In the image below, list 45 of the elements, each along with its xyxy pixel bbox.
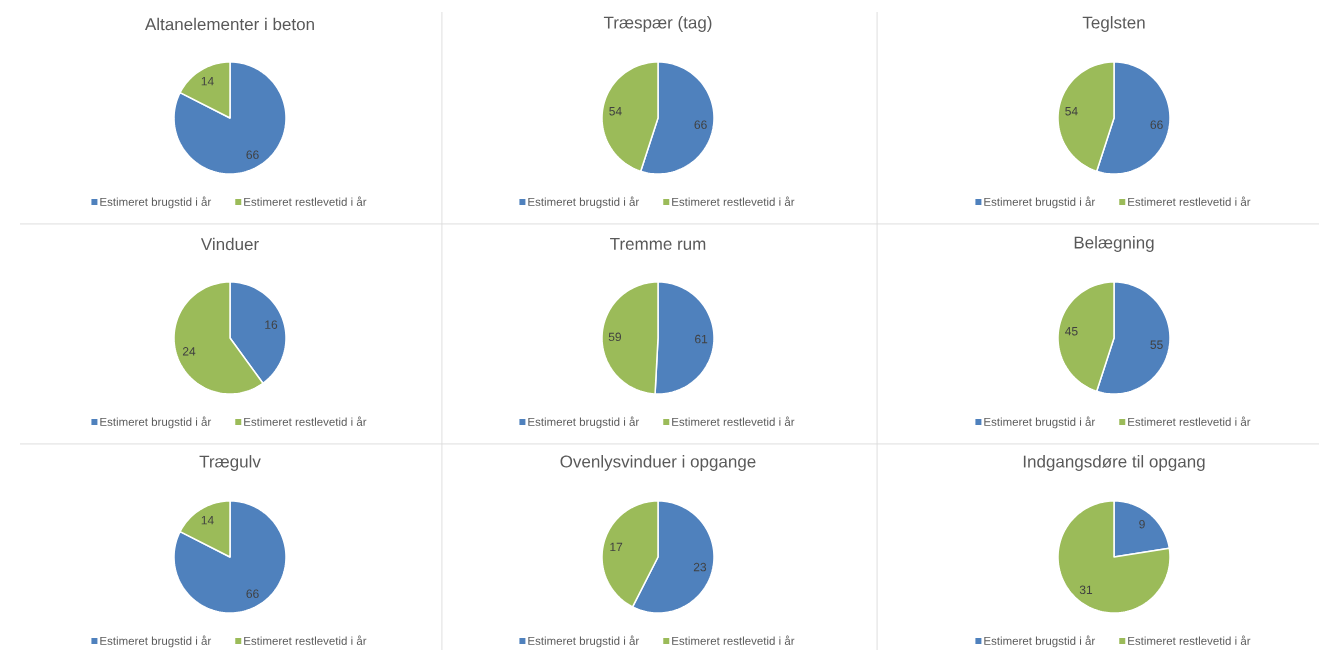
legend-label: Estimeret restlevetid i år [1128, 416, 1251, 426]
legend-label: Estimeret restlevetid i år [672, 416, 795, 426]
data-label: 16 [265, 320, 278, 329]
data-label: 55 [1150, 340, 1163, 349]
legend-label: Estimeret brugstid i år [528, 196, 640, 209]
chart-title: Træspær (tag) [603, 16, 712, 32]
chart-title: Teglsten [1082, 16, 1145, 32]
legend-label: Estimeret restlevetid i år [244, 416, 367, 426]
legend-label: Estimeret brugstid i år [984, 416, 1096, 429]
data-label: 66 [246, 589, 259, 598]
legend-label: Estimeret brugstid i år [100, 196, 212, 209]
data-label: 54 [609, 107, 622, 116]
data-label: 54 [1065, 107, 1078, 116]
data-label: 61 [695, 334, 708, 344]
chart-title: Vinduer [200, 237, 259, 251]
data-label: 24 [182, 347, 196, 356]
chart-title: Altanelementer i beton [144, 17, 314, 31]
data-label: 9 [1139, 519, 1145, 529]
chart-title: Belægning [1074, 236, 1154, 252]
data-label: 14 [201, 516, 214, 525]
chart-title: Tremme rum [610, 238, 706, 250]
data-label: 66 [1150, 120, 1163, 129]
legend-label: Estimeret restlevetid i år [244, 196, 367, 206]
data-label: 66 [694, 120, 707, 129]
legend-label: Estimeret restlevetid i år [672, 196, 795, 206]
data-label: 14 [201, 77, 214, 86]
data-label: 31 [1079, 585, 1093, 595]
legend-label: Estimeret brugstid i år [528, 635, 640, 648]
legend-label: Estimeret restlevetid i år [244, 635, 367, 645]
legend-label: Estimeret restlevetid i år [1128, 196, 1251, 206]
legend-label: Estimeret brugstid i år [528, 416, 640, 429]
data-label: 45 [1065, 327, 1078, 336]
chart-title: Trægulv [199, 455, 261, 471]
legend-label: Estimeret brugstid i år [100, 416, 212, 429]
legend-label: Estimeret restlevetid i år [1128, 635, 1251, 645]
chart-title: Indgangsdøre til opgang [1023, 455, 1205, 471]
data-label: 66 [246, 150, 259, 159]
data-label: 59 [608, 332, 622, 342]
legend-label: Estimeret brugstid i år [100, 635, 212, 648]
legend-label: Estimeret brugstid i år [984, 635, 1096, 648]
legend-label: Estimeret restlevetid i år [672, 635, 795, 645]
legend-label: Estimeret brugstid i år [984, 196, 1096, 209]
data-label: 23 [693, 562, 707, 572]
data-label: 17 [610, 542, 623, 552]
chart-title: Ovenlysvinduer i opgange [560, 455, 756, 471]
